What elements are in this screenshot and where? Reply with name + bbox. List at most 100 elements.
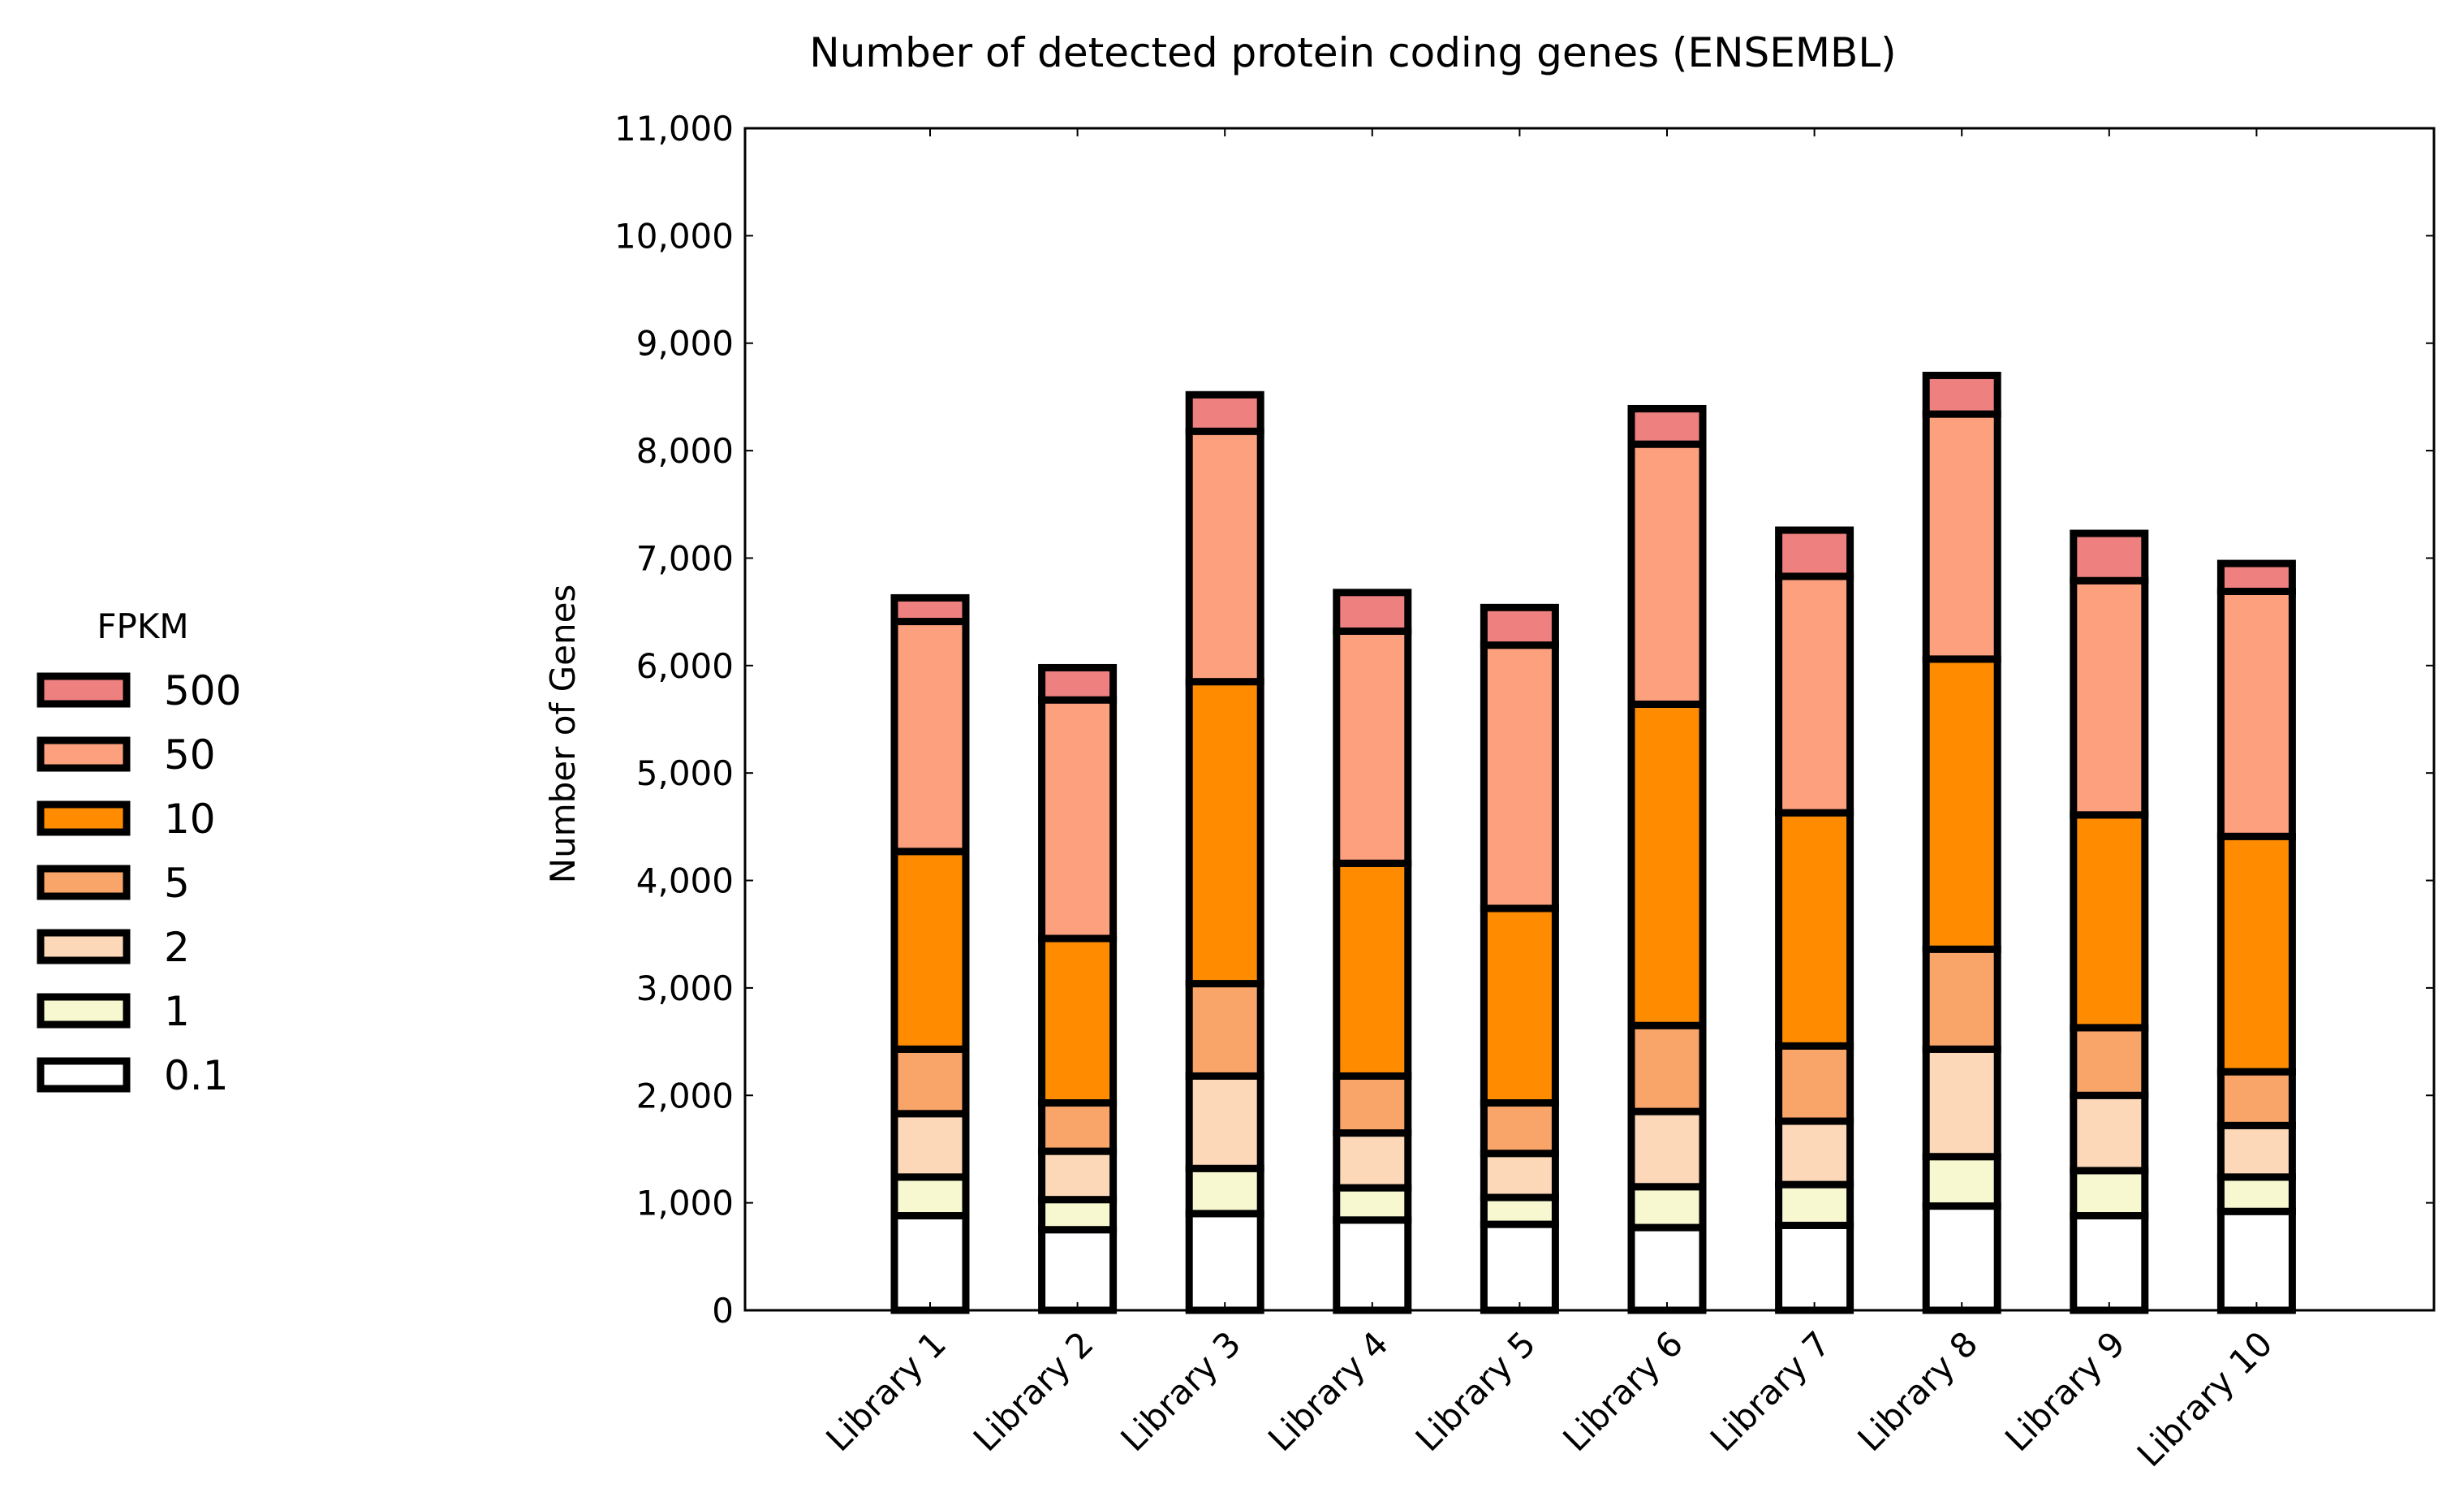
- bar-segment: [2216, 1068, 2296, 1129]
- legend-label: 0.1: [164, 1052, 229, 1099]
- bar-segment: [1333, 627, 1412, 867]
- y-tick-label: 1,000: [636, 1184, 734, 1223]
- x-tick-label: Library 10: [2130, 1323, 2281, 1474]
- bar-segment: [2216, 1173, 2296, 1215]
- legend-label: 10: [164, 796, 216, 843]
- bar-segment: [2070, 1212, 2149, 1314]
- legend-swatch: [37, 929, 131, 964]
- bar-segment: [1480, 1150, 1559, 1202]
- x-tick-label: Library 2: [966, 1323, 1101, 1459]
- bar-segment: [1775, 1117, 1854, 1189]
- legend: FPKM 500 50 10 5 2 1 0.1: [37, 606, 241, 1099]
- y-tick-label: 10,000: [614, 216, 734, 256]
- bar-segment: [1480, 1099, 1559, 1158]
- legend-label: 500: [164, 667, 241, 714]
- y-tick-label: 7,000: [636, 538, 734, 578]
- bar-segment: [2070, 811, 2149, 1032]
- bar-segment: [2070, 1091, 2149, 1175]
- bar-segment: [1627, 404, 1707, 448]
- bar-segment: [1333, 1184, 1412, 1224]
- bar-segment: [1480, 603, 1559, 649]
- bar-segment: [1185, 678, 1264, 988]
- bar-segment: [890, 618, 970, 856]
- legend-swatch: [37, 1057, 131, 1093]
- bar-segment: [2070, 1024, 2149, 1099]
- x-tick-label: Library 9: [1997, 1323, 2133, 1459]
- x-tick-label: Library 5: [1408, 1323, 1544, 1459]
- bar-segment: [1627, 440, 1707, 708]
- bar-segment: [1775, 809, 1854, 1050]
- bar-segment: [2216, 1207, 2296, 1314]
- bar-segment: [1480, 904, 1559, 1107]
- bar-segment: [1922, 655, 2001, 953]
- bar-segment: [1775, 1221, 1854, 1314]
- x-tick-label: Library 6: [1555, 1323, 1691, 1459]
- y-tick-label: 8,000: [636, 431, 734, 471]
- legend-swatch: [37, 736, 131, 772]
- bar-segment: [890, 1045, 970, 1118]
- y-tick-label: 5,000: [636, 753, 734, 793]
- legend-label: 2: [164, 924, 190, 971]
- bar-segment: [2216, 587, 2296, 840]
- bar-segment: [1185, 1210, 1264, 1314]
- x-tick-label: Library 7: [1703, 1323, 1838, 1459]
- y-tick-label: 2,000: [636, 1076, 734, 1115]
- bar-segment: [2216, 559, 2296, 595]
- bar-segment: [1627, 700, 1707, 1029]
- legend-title: FPKM: [97, 606, 188, 646]
- legend-swatch: [37, 672, 131, 708]
- bar-segment: [890, 1212, 970, 1314]
- bars-layer: [890, 371, 2296, 1314]
- bar-segment: [890, 1173, 970, 1220]
- bar-segment: [1627, 1107, 1707, 1191]
- chart-title: Number of detected protein coding genes …: [809, 29, 1896, 76]
- bar-segment: [1185, 1072, 1264, 1172]
- y-tick-label: 3,000: [636, 969, 734, 1008]
- legend-label: 5: [164, 860, 190, 907]
- bar-segment: [1480, 1193, 1559, 1228]
- bar-segment: [1185, 390, 1264, 435]
- bar-segment: [1922, 1045, 2001, 1161]
- x-tick-label: Library 8: [1850, 1323, 1985, 1459]
- bar-segment: [1922, 410, 2001, 663]
- legend-swatch: [37, 800, 131, 836]
- legend-label: 50: [164, 731, 216, 779]
- bar-segment: [1480, 1220, 1559, 1314]
- bar-segment: [1922, 371, 2001, 418]
- y-tick-label: 4,000: [636, 861, 734, 901]
- bar-segment: [1038, 663, 1118, 704]
- bar-segment: [1038, 1226, 1118, 1314]
- x-tick-label: Library 4: [1260, 1323, 1396, 1459]
- y-tick-label: 11,000: [614, 109, 734, 149]
- legend-swatch: [37, 993, 131, 1029]
- bar-segment: [1922, 945, 2001, 1053]
- bar-segment: [2216, 832, 2296, 1076]
- bar-segment: [2070, 576, 2149, 819]
- bar-segment: [1333, 859, 1412, 1080]
- bar-segment: [890, 1110, 970, 1181]
- bar-segment: [1775, 1042, 1854, 1125]
- bar-segment: [1627, 1183, 1707, 1232]
- bar-segment: [2070, 1167, 2149, 1220]
- bar-segment: [2070, 529, 2149, 585]
- bar-segment: [1333, 1216, 1412, 1314]
- y-tick-label: 6,000: [636, 646, 734, 686]
- y-tick-label: 9,000: [636, 324, 734, 364]
- bar-segment: [1627, 1021, 1707, 1115]
- bar-segment: [1775, 526, 1854, 580]
- legend-label: 1: [164, 988, 190, 1035]
- y-axis-label: Number of Genes: [543, 585, 583, 884]
- bar-segment: [1038, 1196, 1118, 1234]
- x-tick-label: Library 3: [1113, 1323, 1248, 1459]
- bar-segment: [1922, 1153, 2001, 1210]
- bar-segment: [1185, 427, 1264, 686]
- legend-swatch: [37, 865, 131, 900]
- bar-segment: [1480, 641, 1559, 912]
- bar-segment: [1775, 572, 1854, 817]
- bar-segment: [1333, 1072, 1412, 1137]
- bar-segment: [1333, 589, 1412, 635]
- bar-segment: [1038, 934, 1118, 1107]
- plot-frame: [743, 127, 2436, 1312]
- bar-segment: [1038, 1099, 1118, 1155]
